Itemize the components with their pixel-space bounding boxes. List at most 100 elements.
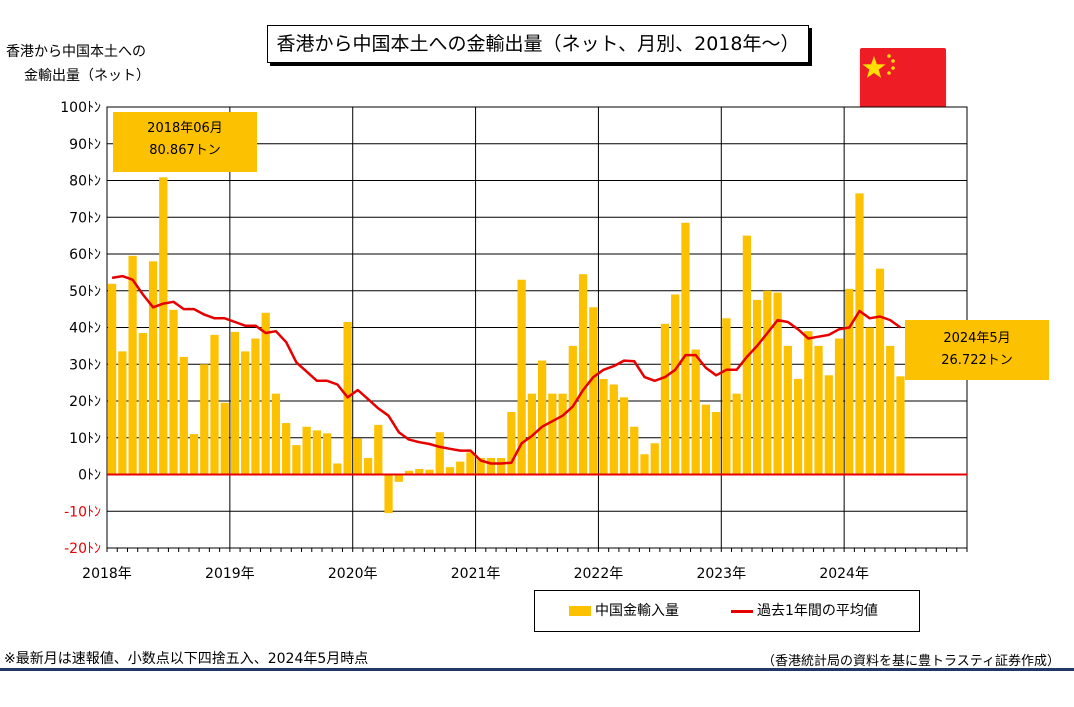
y-axis-label-line2: 金輸出量（ネット） <box>24 68 150 84</box>
y-tick-label: 0ﾄﾝ <box>78 468 101 484</box>
bar <box>435 432 444 475</box>
bar <box>148 261 158 475</box>
y-tick-label: 40ﾄﾝ <box>69 321 101 337</box>
bar <box>875 268 885 475</box>
callout-first-amount: 80.867トン <box>149 143 221 158</box>
bar <box>701 404 711 475</box>
bar <box>476 457 485 475</box>
bar <box>323 433 332 475</box>
y-tick-label: 50ﾄﾝ <box>69 284 101 300</box>
bar <box>241 351 250 475</box>
bar <box>517 279 526 475</box>
bar <box>763 290 772 475</box>
bar <box>681 222 690 475</box>
bar <box>271 393 281 475</box>
china-flag-icon <box>860 48 946 111</box>
bar <box>200 364 209 475</box>
callout-latest-amount: 26.722トン <box>941 353 1013 368</box>
bar <box>834 338 844 475</box>
legend-item-bar: 中国金輸入量 <box>569 591 679 631</box>
bar <box>630 426 639 475</box>
average-line <box>111 274 902 465</box>
bar <box>312 430 321 475</box>
bar <box>886 345 895 475</box>
chart-title: 香港から中国本土への金輸出量（ネット、月別、2018年～） <box>267 25 809 63</box>
bar <box>640 454 649 475</box>
legend-item-line: 過去1年間の平均値 <box>731 591 878 631</box>
x-tick-label: 2022年 <box>574 566 624 582</box>
bar <box>118 351 127 475</box>
bar <box>179 356 188 475</box>
bar <box>415 468 424 475</box>
bar <box>732 393 741 475</box>
bar <box>609 384 618 475</box>
bar <box>527 393 536 475</box>
x-tick-label: 2020年 <box>328 566 378 582</box>
bar <box>108 283 117 475</box>
bar <box>589 307 598 475</box>
bar <box>282 423 291 475</box>
bar <box>753 299 762 475</box>
legend: 中国金輸入量 過去1年間の平均値 <box>534 590 920 632</box>
y-tick-label: 80ﾄﾝ <box>69 174 101 190</box>
bar <box>128 255 137 475</box>
bar <box>558 393 567 475</box>
bar <box>865 327 874 475</box>
bar <box>251 338 260 475</box>
bar <box>169 309 178 475</box>
bar <box>292 445 301 475</box>
footnote: ※最新月は速報値、小数点以下四捨五入、2024年5月時点 <box>4 651 369 667</box>
bar <box>538 360 547 475</box>
y-tick-label: 10ﾄﾝ <box>69 431 101 447</box>
bar <box>773 292 782 475</box>
bar <box>814 345 823 475</box>
legend-bar-swatch <box>569 606 591 616</box>
bar <box>138 333 147 475</box>
bar <box>896 376 905 475</box>
bar <box>742 235 751 475</box>
y-tick-label: 30ﾄﾝ <box>69 357 101 373</box>
bar <box>404 470 414 475</box>
x-tick-label: 2021年 <box>451 566 501 582</box>
bar <box>261 312 270 475</box>
bar <box>425 469 434 475</box>
bar <box>619 397 629 475</box>
legend-line-swatch <box>731 609 753 613</box>
bar <box>824 375 833 475</box>
bar <box>691 349 700 475</box>
callout-first-value: 2018年06月 80.867トン <box>113 112 257 172</box>
bottom-rule <box>0 668 1074 671</box>
y-tick-label: -20ﾄﾝ <box>64 541 101 557</box>
y-tick-label: 90ﾄﾝ <box>69 137 101 153</box>
y-tick-label: 20ﾄﾝ <box>69 394 101 410</box>
bar <box>855 193 864 475</box>
bar <box>384 474 393 514</box>
bar <box>220 402 229 475</box>
bar <box>394 474 403 482</box>
callout-latest-date: 2024年5月 <box>943 331 1011 346</box>
bar <box>845 288 854 475</box>
bar <box>374 424 383 475</box>
bar <box>353 438 362 475</box>
bar <box>712 412 721 475</box>
bar <box>189 434 199 475</box>
bar <box>722 318 731 475</box>
legend-line-label: 過去1年間の平均値 <box>757 603 878 619</box>
bar <box>159 177 168 475</box>
legend-bar-label: 中国金輸入量 <box>595 603 679 619</box>
bar <box>486 457 496 475</box>
bar <box>660 323 670 475</box>
bar <box>568 345 577 475</box>
bar <box>804 331 813 475</box>
source-note: （香港統計局の資料を基に豊トラスティ証券作成） <box>762 654 1060 669</box>
x-tick-label: 2018年 <box>82 566 132 582</box>
x-tick-label: 2023年 <box>696 566 746 582</box>
y-tick-label: 60ﾄﾝ <box>69 247 101 263</box>
bar <box>650 443 659 475</box>
x-tick-label: 2024年 <box>819 566 869 582</box>
bar <box>793 378 803 475</box>
bar <box>363 457 373 475</box>
bar <box>302 426 311 475</box>
callout-latest-value: 2024年5月 26.722トン <box>905 320 1049 380</box>
